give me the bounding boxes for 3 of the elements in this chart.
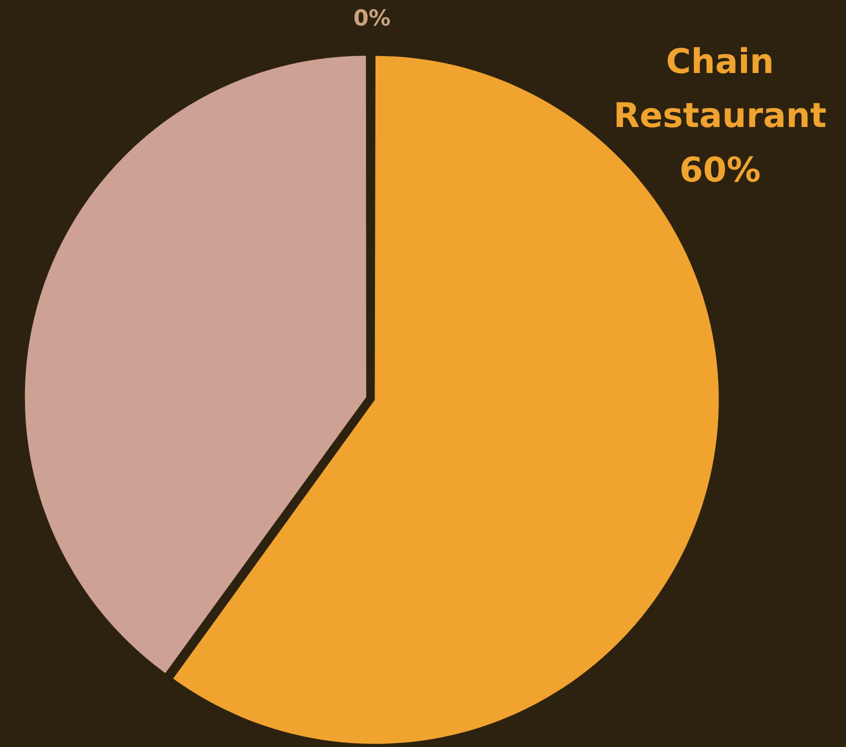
slice-label: Chain Restaurant: [613, 42, 827, 136]
text: 0%: [353, 6, 391, 32]
data-label: 60%: [679, 150, 761, 191]
